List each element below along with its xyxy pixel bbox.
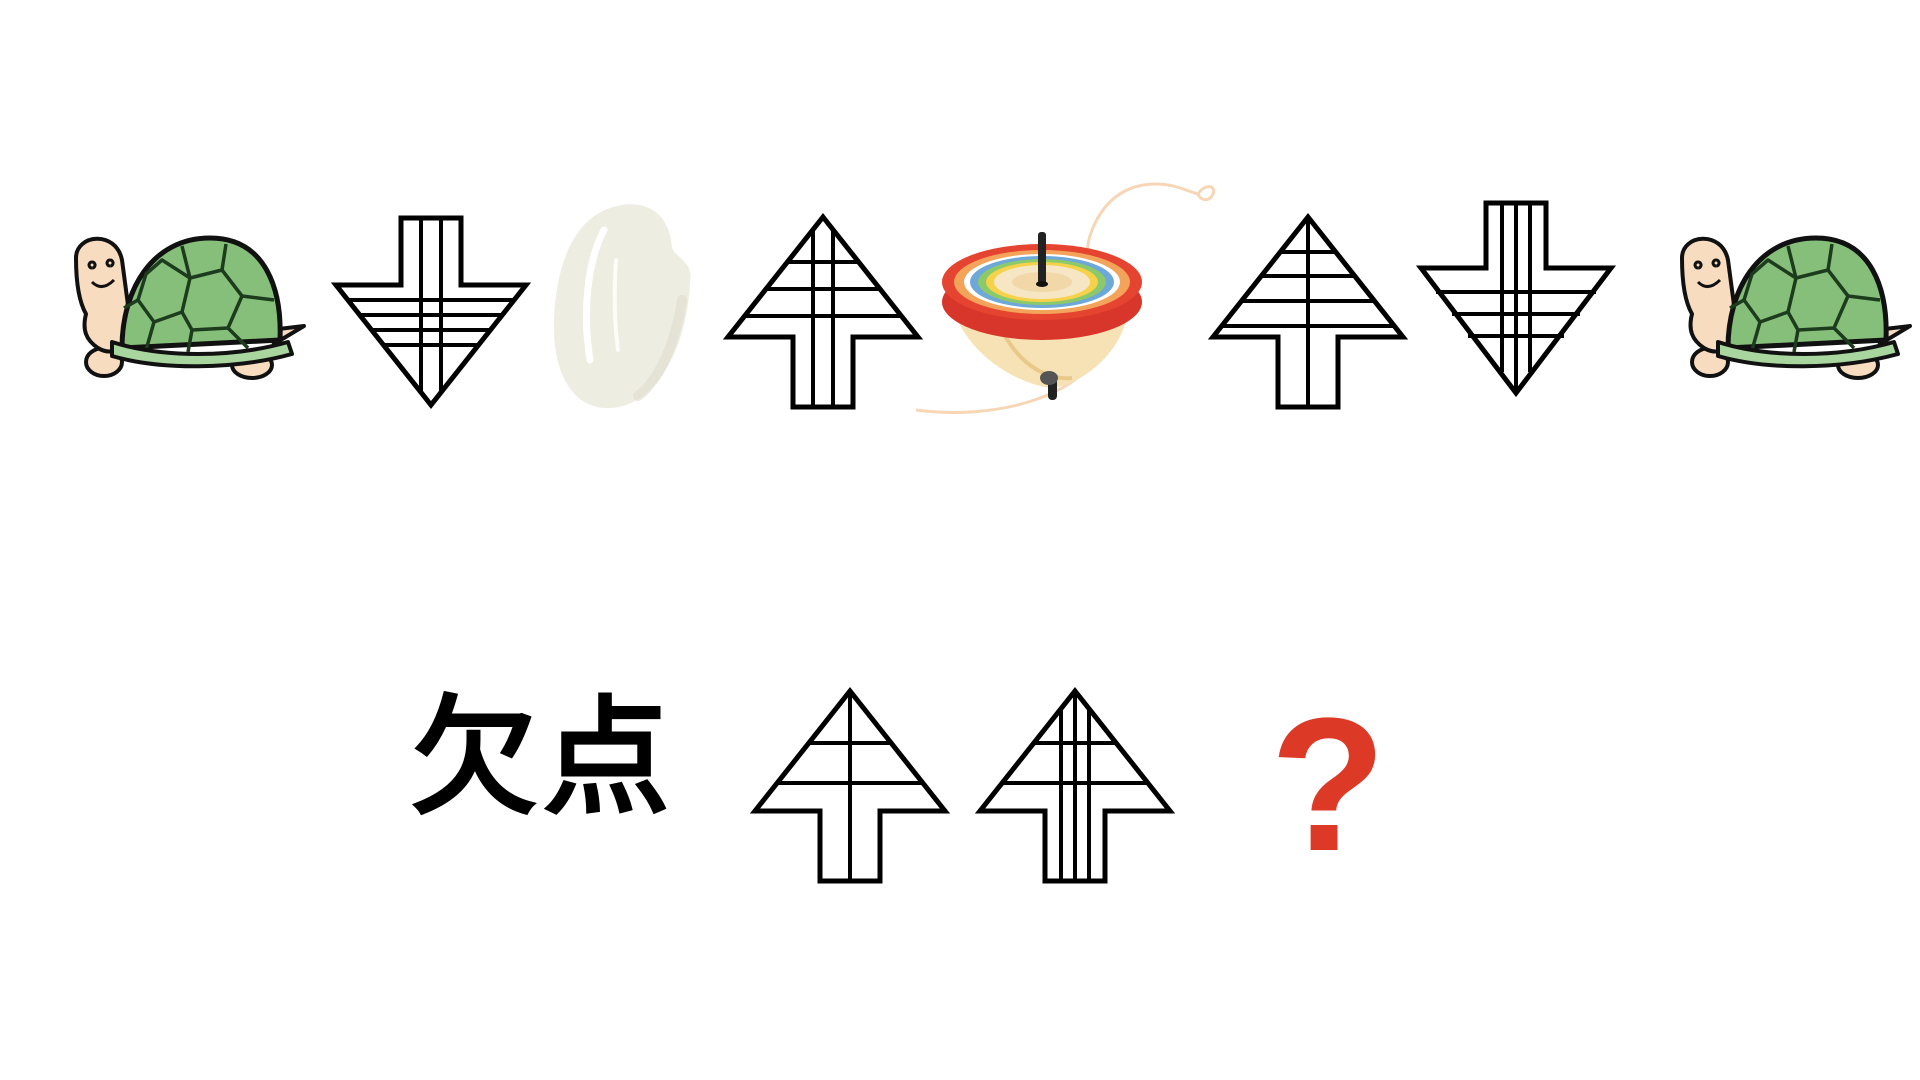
spinning-top-icon (915, 182, 1215, 414)
arrow-up-icon (974, 686, 1176, 884)
question-word: 欠点 (410, 684, 675, 833)
question-mark: ? (1270, 679, 1387, 891)
arrow-up-icon (1207, 212, 1409, 410)
turtle-icon (74, 235, 306, 380)
rice-grain-icon (553, 204, 691, 409)
arrow-up-icon (749, 686, 951, 884)
arrow-up-icon (722, 212, 924, 410)
arrow-down-icon (1415, 200, 1617, 398)
arrow-down-icon (330, 215, 532, 410)
turtle-icon (1680, 235, 1912, 380)
